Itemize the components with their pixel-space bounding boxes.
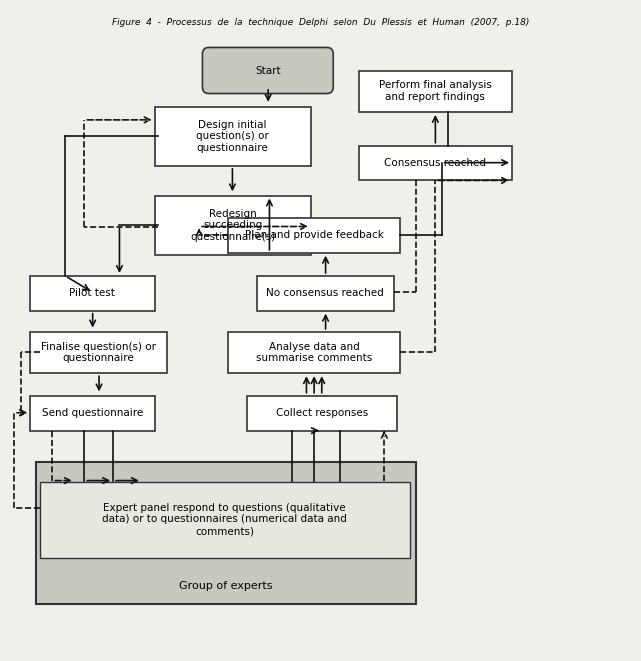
FancyBboxPatch shape <box>30 276 154 311</box>
Text: Expert panel respond to questions (qualitative
data) or to questionnaires (numer: Expert panel respond to questions (quali… <box>103 503 347 536</box>
Text: Perform final analysis
and report findings: Perform final analysis and report findin… <box>379 81 492 102</box>
Text: Pilot test: Pilot test <box>69 288 115 298</box>
FancyBboxPatch shape <box>203 48 333 94</box>
Text: Analyse data and
summarise comments: Analyse data and summarise comments <box>256 342 372 364</box>
Text: No consensus reached: No consensus reached <box>267 288 384 298</box>
Text: Send questionnaire: Send questionnaire <box>42 408 143 418</box>
FancyBboxPatch shape <box>30 396 154 430</box>
FancyBboxPatch shape <box>30 332 167 373</box>
FancyBboxPatch shape <box>359 145 512 180</box>
FancyBboxPatch shape <box>37 462 416 603</box>
FancyBboxPatch shape <box>359 71 512 112</box>
Text: Consensus reached: Consensus reached <box>385 158 487 168</box>
Text: Redesign
succeeding
questionnaire(s): Redesign succeeding questionnaire(s) <box>190 209 276 242</box>
Text: Plan and provide feedback: Plan and provide feedback <box>245 231 383 241</box>
FancyBboxPatch shape <box>154 196 311 254</box>
Text: Start: Start <box>255 65 281 75</box>
FancyBboxPatch shape <box>247 396 397 430</box>
FancyBboxPatch shape <box>228 332 400 373</box>
Text: Collect responses: Collect responses <box>276 408 368 418</box>
Text: Design initial
question(s) or
questionnaire: Design initial question(s) or questionna… <box>196 120 269 153</box>
Text: Finalise question(s) or
questionnaire: Finalise question(s) or questionnaire <box>41 342 156 364</box>
Text: Group of experts: Group of experts <box>179 581 273 591</box>
FancyBboxPatch shape <box>256 276 394 311</box>
FancyBboxPatch shape <box>154 106 311 166</box>
FancyBboxPatch shape <box>228 218 400 253</box>
Text: Figure  4  -  Processus  de  la  technique  Delphi  selon  Du  Plessis  et  Huma: Figure 4 - Processus de la technique Del… <box>112 18 529 27</box>
FancyBboxPatch shape <box>40 482 410 558</box>
